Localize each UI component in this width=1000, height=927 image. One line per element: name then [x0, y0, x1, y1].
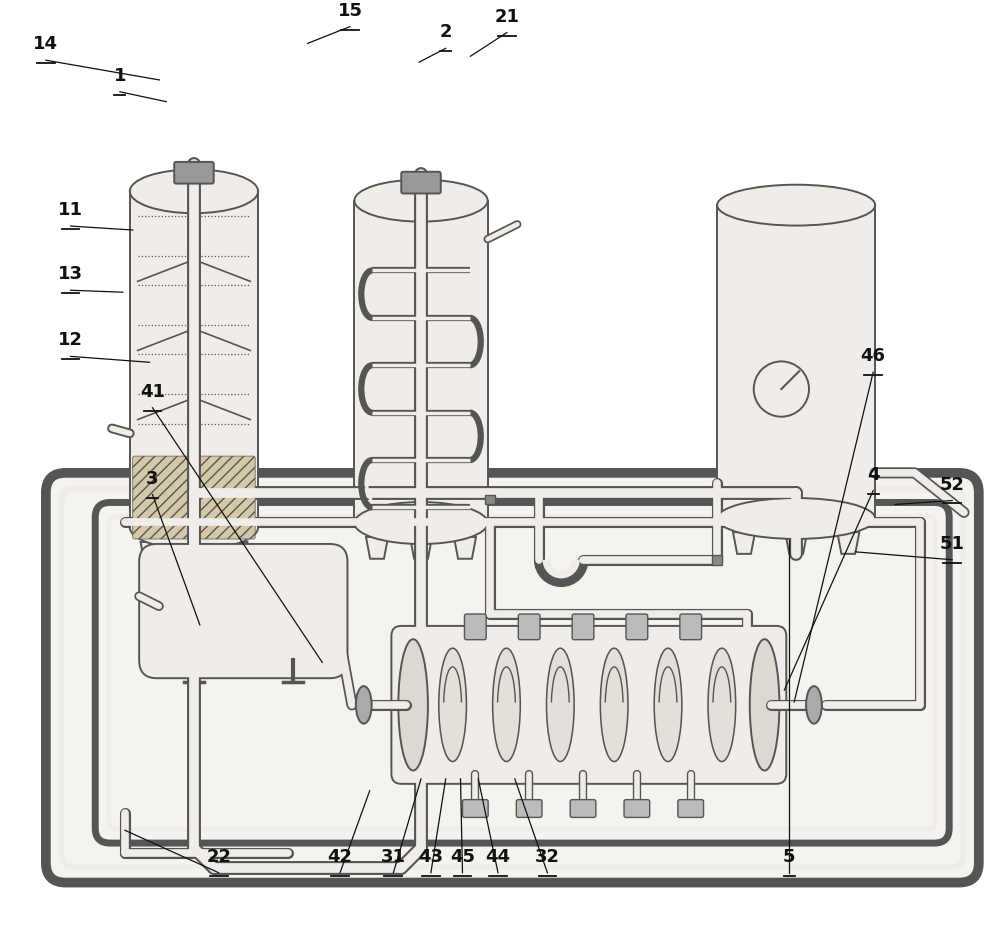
Polygon shape — [225, 542, 247, 565]
Text: 4: 4 — [867, 465, 879, 483]
Text: 45: 45 — [450, 847, 475, 865]
Bar — [712, 555, 722, 565]
FancyBboxPatch shape — [572, 615, 594, 640]
FancyBboxPatch shape — [401, 172, 441, 195]
Text: 31: 31 — [381, 847, 406, 865]
Text: 2: 2 — [439, 23, 452, 42]
FancyBboxPatch shape — [680, 615, 702, 640]
Ellipse shape — [654, 649, 682, 762]
Polygon shape — [454, 538, 476, 559]
Ellipse shape — [717, 185, 875, 226]
FancyBboxPatch shape — [174, 163, 214, 184]
Ellipse shape — [354, 502, 488, 544]
Text: 14: 14 — [33, 35, 58, 53]
Text: 46: 46 — [861, 347, 886, 365]
FancyBboxPatch shape — [624, 800, 650, 818]
Bar — [717, 206, 875, 519]
FancyBboxPatch shape — [518, 615, 540, 640]
FancyBboxPatch shape — [46, 474, 979, 883]
Ellipse shape — [806, 686, 822, 724]
Text: 41: 41 — [140, 383, 165, 400]
FancyBboxPatch shape — [462, 800, 488, 818]
Text: 44: 44 — [486, 847, 511, 865]
Polygon shape — [733, 532, 755, 554]
Ellipse shape — [750, 640, 779, 770]
Bar — [354, 201, 488, 524]
FancyBboxPatch shape — [678, 800, 704, 818]
Bar — [485, 495, 495, 505]
Text: 22: 22 — [206, 847, 231, 865]
Text: 12: 12 — [58, 331, 83, 349]
Text: 21: 21 — [494, 7, 519, 26]
FancyBboxPatch shape — [516, 800, 542, 818]
FancyBboxPatch shape — [464, 615, 486, 640]
Ellipse shape — [356, 686, 372, 724]
Ellipse shape — [130, 506, 258, 550]
Text: 42: 42 — [328, 847, 353, 865]
Ellipse shape — [493, 649, 520, 762]
Polygon shape — [837, 532, 859, 554]
Text: 43: 43 — [418, 847, 443, 865]
Polygon shape — [366, 538, 388, 559]
FancyBboxPatch shape — [139, 544, 347, 679]
Ellipse shape — [708, 649, 736, 762]
Ellipse shape — [354, 181, 488, 222]
FancyBboxPatch shape — [626, 615, 648, 640]
Text: 11: 11 — [58, 201, 83, 219]
Text: 3: 3 — [146, 469, 159, 488]
Bar — [130, 192, 258, 527]
Polygon shape — [141, 542, 163, 565]
FancyBboxPatch shape — [133, 457, 255, 540]
FancyBboxPatch shape — [570, 800, 596, 818]
Ellipse shape — [600, 649, 628, 762]
Polygon shape — [410, 538, 432, 559]
Polygon shape — [785, 532, 807, 554]
Text: 52: 52 — [940, 476, 965, 493]
Text: 13: 13 — [58, 265, 83, 283]
Text: 5: 5 — [783, 847, 796, 865]
Ellipse shape — [439, 649, 466, 762]
Text: 51: 51 — [940, 534, 965, 552]
FancyBboxPatch shape — [391, 627, 786, 784]
Ellipse shape — [546, 649, 574, 762]
Polygon shape — [183, 542, 205, 565]
Text: 15: 15 — [337, 2, 362, 19]
Text: 32: 32 — [535, 847, 560, 865]
Ellipse shape — [717, 499, 875, 540]
Text: 1: 1 — [114, 67, 126, 84]
Ellipse shape — [130, 171, 258, 214]
Ellipse shape — [398, 640, 428, 770]
Circle shape — [754, 362, 809, 417]
